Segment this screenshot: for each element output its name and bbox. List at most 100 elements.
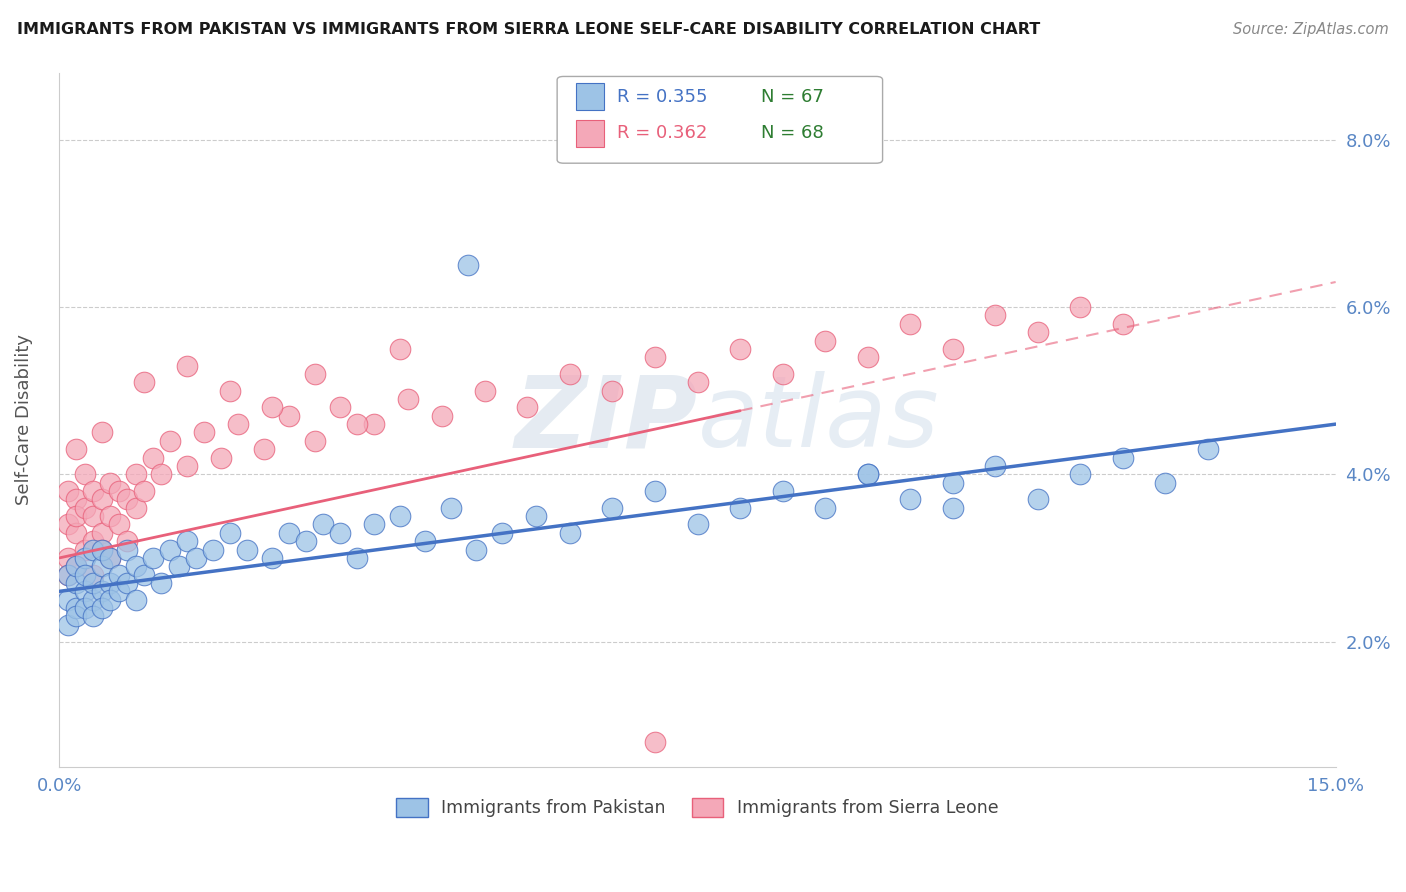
Point bbox=[90, 492, 112, 507]
Point bbox=[184, 550, 207, 565]
Point bbox=[252, 442, 274, 457]
Point bbox=[329, 401, 352, 415]
Point bbox=[898, 492, 921, 507]
Text: Source: ZipAtlas.com: Source: ZipAtlas.com bbox=[1233, 22, 1389, 37]
Point bbox=[465, 542, 488, 557]
Point bbox=[942, 342, 965, 356]
Point bbox=[56, 592, 79, 607]
Text: N = 67: N = 67 bbox=[761, 87, 824, 105]
Point bbox=[226, 417, 249, 431]
Text: atlas: atlas bbox=[697, 371, 939, 468]
Point bbox=[142, 450, 165, 465]
Point bbox=[728, 342, 751, 356]
Point bbox=[176, 359, 198, 373]
Point bbox=[278, 525, 301, 540]
Point bbox=[65, 609, 87, 624]
Point bbox=[82, 483, 104, 498]
Point bbox=[56, 617, 79, 632]
Point bbox=[524, 509, 547, 524]
Point bbox=[56, 567, 79, 582]
Point bbox=[602, 384, 624, 398]
Point bbox=[73, 601, 96, 615]
Point bbox=[100, 509, 122, 524]
Point bbox=[108, 584, 131, 599]
Point bbox=[100, 576, 122, 591]
Point bbox=[193, 425, 215, 440]
Point bbox=[772, 483, 794, 498]
Point bbox=[150, 576, 173, 591]
Point bbox=[942, 500, 965, 515]
Point bbox=[440, 500, 463, 515]
Point bbox=[686, 376, 709, 390]
Point bbox=[1112, 317, 1135, 331]
Point bbox=[295, 534, 318, 549]
Point bbox=[108, 517, 131, 532]
Point bbox=[346, 417, 368, 431]
Point bbox=[134, 483, 156, 498]
Point bbox=[82, 576, 104, 591]
Point bbox=[56, 517, 79, 532]
Point bbox=[558, 367, 581, 381]
Text: R = 0.355: R = 0.355 bbox=[617, 87, 707, 105]
Point bbox=[65, 576, 87, 591]
Point bbox=[856, 350, 879, 364]
Point bbox=[262, 401, 284, 415]
Text: ZIP: ZIP bbox=[515, 371, 697, 468]
Point bbox=[100, 550, 122, 565]
Point bbox=[65, 601, 87, 615]
Point bbox=[218, 384, 240, 398]
Point bbox=[90, 425, 112, 440]
Point bbox=[304, 434, 326, 448]
FancyBboxPatch shape bbox=[576, 120, 605, 146]
Point bbox=[125, 592, 148, 607]
Point bbox=[1069, 300, 1091, 314]
Point bbox=[772, 367, 794, 381]
Point bbox=[984, 309, 1007, 323]
Point bbox=[235, 542, 257, 557]
Point bbox=[134, 376, 156, 390]
Point bbox=[82, 567, 104, 582]
Point bbox=[73, 584, 96, 599]
Point bbox=[1197, 442, 1219, 457]
Point bbox=[728, 500, 751, 515]
Point bbox=[1026, 325, 1049, 339]
Point bbox=[1154, 475, 1177, 490]
Point bbox=[602, 500, 624, 515]
Point bbox=[159, 434, 181, 448]
Point bbox=[100, 550, 122, 565]
Point bbox=[65, 525, 87, 540]
Point bbox=[388, 509, 411, 524]
Point bbox=[73, 500, 96, 515]
Point bbox=[396, 392, 419, 406]
Point bbox=[329, 525, 352, 540]
Point bbox=[150, 467, 173, 482]
Point bbox=[1112, 450, 1135, 465]
Text: IMMIGRANTS FROM PAKISTAN VS IMMIGRANTS FROM SIERRA LEONE SELF-CARE DISABILITY CO: IMMIGRANTS FROM PAKISTAN VS IMMIGRANTS F… bbox=[17, 22, 1040, 37]
Point bbox=[201, 542, 224, 557]
Point bbox=[90, 542, 112, 557]
Point bbox=[65, 559, 87, 574]
Point bbox=[65, 559, 87, 574]
Point bbox=[474, 384, 496, 398]
Point bbox=[73, 550, 96, 565]
Point bbox=[100, 475, 122, 490]
FancyBboxPatch shape bbox=[557, 77, 883, 163]
Point bbox=[82, 609, 104, 624]
Point bbox=[90, 584, 112, 599]
Point bbox=[134, 567, 156, 582]
Point bbox=[73, 542, 96, 557]
Point bbox=[82, 509, 104, 524]
Point bbox=[125, 559, 148, 574]
Point bbox=[413, 534, 436, 549]
Point bbox=[167, 559, 190, 574]
Point bbox=[942, 475, 965, 490]
Point bbox=[159, 542, 181, 557]
Point bbox=[90, 525, 112, 540]
Point bbox=[90, 601, 112, 615]
Point bbox=[125, 467, 148, 482]
Point bbox=[117, 492, 139, 507]
Point bbox=[65, 442, 87, 457]
Point bbox=[117, 576, 139, 591]
Point bbox=[176, 458, 198, 473]
Point bbox=[117, 542, 139, 557]
